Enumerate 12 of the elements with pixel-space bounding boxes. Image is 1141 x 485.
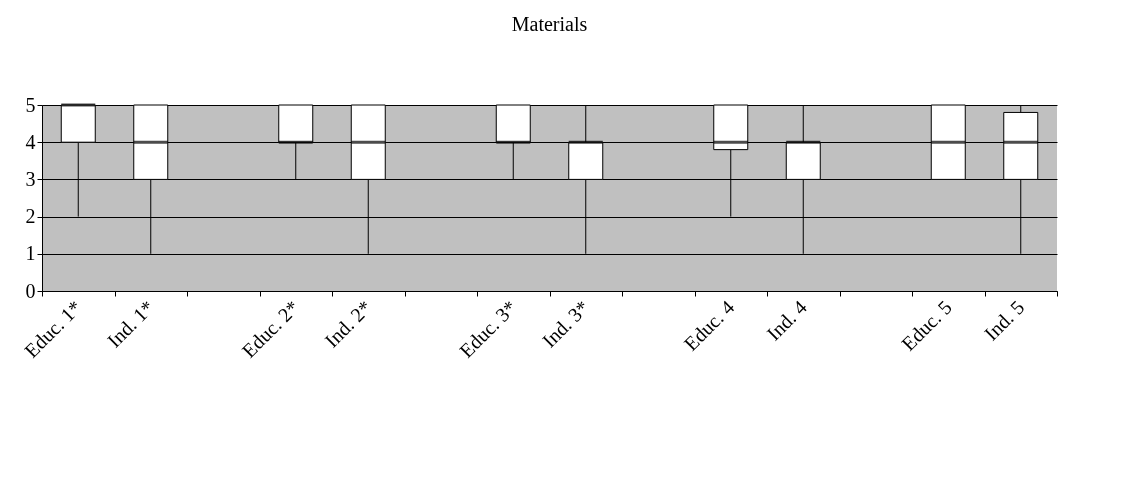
chart-title: Materials bbox=[511, 13, 588, 35]
y-tick-label: 4 bbox=[25, 130, 36, 153]
x-tick-label: Ind. 1* bbox=[102, 296, 159, 352]
x-tick-label: Ind. 3* bbox=[537, 296, 594, 352]
y-tick-label: 0 bbox=[25, 279, 36, 302]
y-tick-label: 5 bbox=[25, 93, 36, 116]
y-tick-label: 1 bbox=[25, 242, 36, 265]
x-tick-label: Ind. 4 bbox=[762, 296, 811, 345]
x-tick-label: Ind. 2* bbox=[320, 296, 376, 352]
y-tick-label: 3 bbox=[25, 167, 36, 190]
y-tick-label: 2 bbox=[25, 205, 36, 228]
x-tick-label: Ind. 5 bbox=[979, 296, 1029, 345]
